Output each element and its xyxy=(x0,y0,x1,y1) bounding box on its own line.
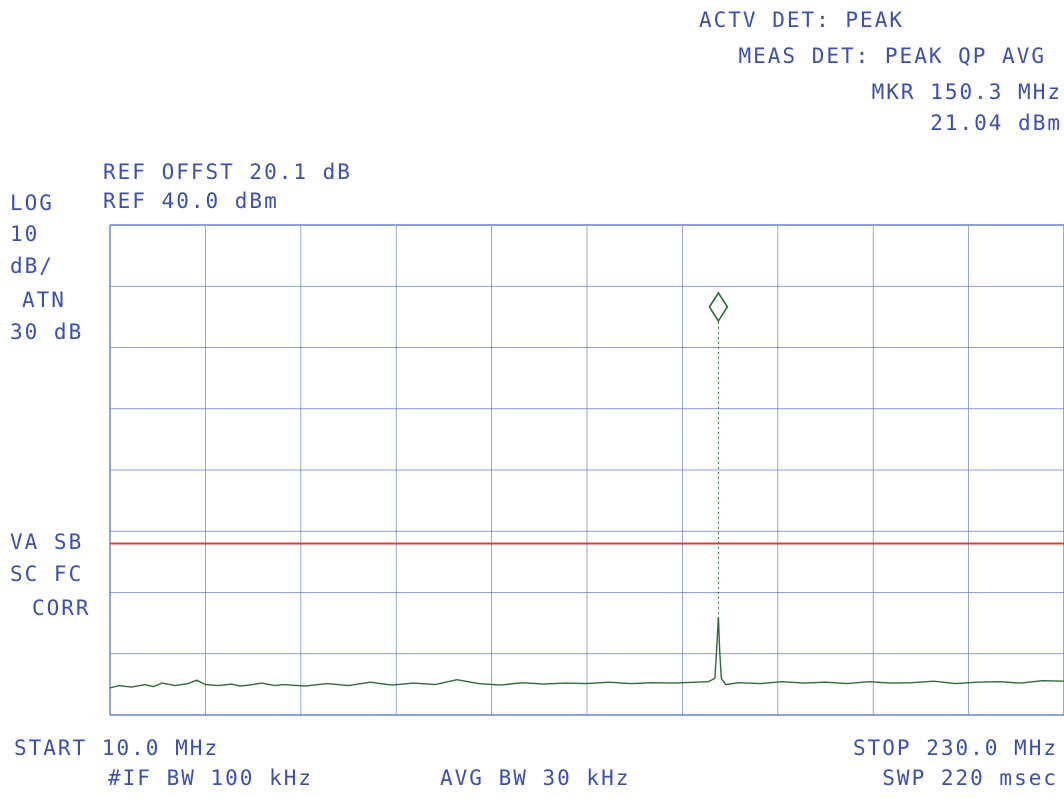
scale-unit: dB/ xyxy=(10,254,54,278)
measure-detector: MEAS DET: PEAK QP AVG xyxy=(738,44,1046,68)
marker-level: 21.04 dBm xyxy=(930,111,1062,135)
correction-indicator: CORR xyxy=(32,596,91,620)
active-detector: ACTV DET: PEAK xyxy=(698,8,904,32)
scale-type: LOG xyxy=(10,191,54,215)
start-frequency: START 10.0 MHz xyxy=(14,736,220,760)
sweep-time: SWP 220 msec xyxy=(882,766,1058,790)
marker-diamond-icon xyxy=(708,291,729,323)
scfc-indicator: SC FC xyxy=(10,562,84,586)
vasb-indicator: VA SB xyxy=(10,530,84,554)
reference-offset: REF OFFST 20.1 dB xyxy=(103,160,352,184)
spectrum-trace xyxy=(109,616,1064,689)
stop-frequency: STOP 230.0 MHz xyxy=(852,736,1058,760)
attenuation-value: 30 dB xyxy=(10,320,84,344)
marker-frequency: MKR 150.3 MHz xyxy=(871,80,1062,104)
graticule-grid xyxy=(109,224,1064,716)
reference-level: REF 40.0 dBm xyxy=(103,189,279,213)
attenuation-label: ATN xyxy=(22,288,66,312)
scale-value: 10 xyxy=(10,222,40,246)
if-bandwidth: #IF BW 100 kHz xyxy=(108,766,314,790)
average-bandwidth: AVG BW 30 kHz xyxy=(440,766,631,790)
